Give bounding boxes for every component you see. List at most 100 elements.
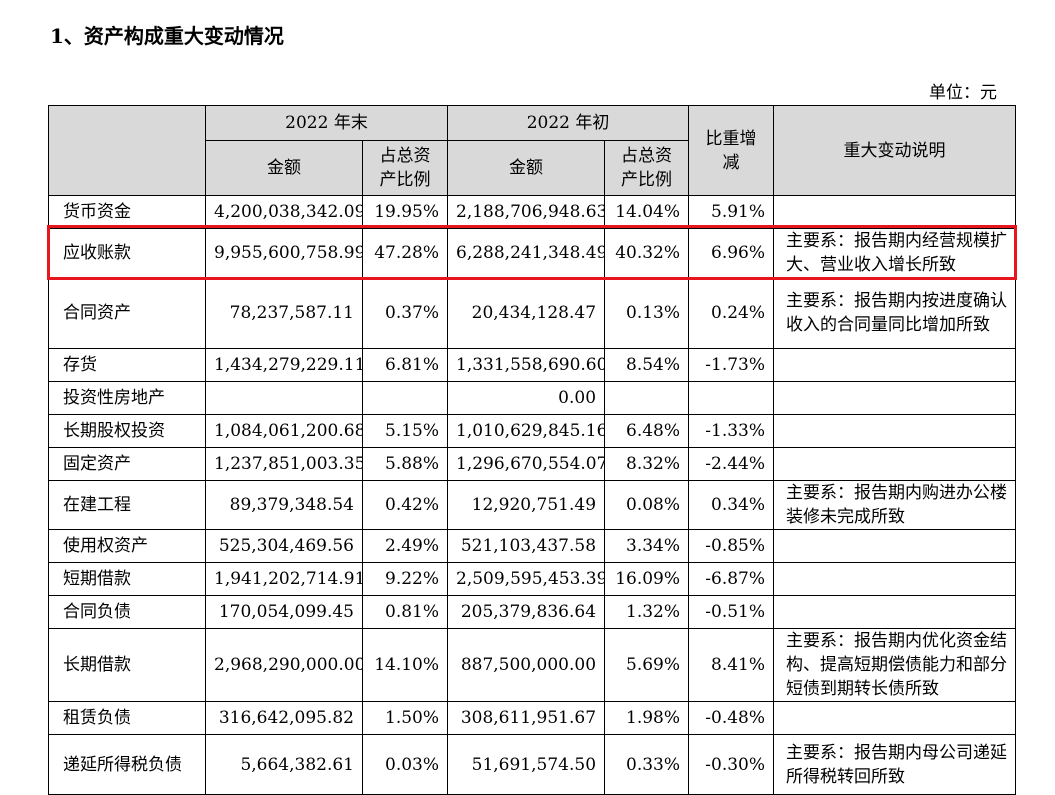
amount-end: 2,968,290,000.00 [205,628,363,702]
table-row: 固定资产 1,237,851,003.35 5.88% 1,296,670,554.0… [48,447,1017,481]
amount-begin: 887,500,000.00 [447,628,606,702]
ratio-change: 8.41% [688,628,775,702]
change-header: 比重增减 [705,128,757,173]
table-row: 使用权资产 525,304,469.56 2.49% 521,103,437.58 3.… [48,529,1017,563]
table-row: 长期股权投资 1,084,061,200.68 5.15% 1,010,629,845… [48,414,1017,448]
ratio-change: -6.87% [688,562,775,596]
ratio-begin: 6.48% [604,414,690,448]
change-note: 主要系：报告期内母公司递延所得税转回所致 [773,734,1017,795]
section-title: 1、资产构成重大变动情况 [50,24,284,48]
ratio-begin: 1.32% [604,595,690,629]
row-label: 使用权资产 [48,529,206,563]
ratio-begin: 3.34% [604,529,690,563]
amount-end: 1,941,202,714.91 [205,562,363,596]
amount-end: 170,054,099.45 [205,595,363,629]
ratio-end: 0.37% [361,277,449,349]
amount-begin: 521,103,437.58 [447,529,606,563]
amount-end: 1,237,851,003.35 [205,447,363,481]
header-cell [48,105,206,196]
row-label: 短期借款 [48,562,206,596]
amount-begin: 51,691,574.50 [447,734,606,795]
table-row: 合同资产 78,237,587.11 0.37% 20,434,128.47 0.13%… [48,277,1017,349]
change-note [773,381,1017,415]
row-label: 租赁负债 [48,701,206,735]
ratio-change: -1.33% [688,414,775,448]
unit-label: 单位：元 [929,83,997,103]
amount-begin: 12,920,751.49 [447,480,606,530]
ratio-begin: 0.08% [604,480,690,530]
ratio-begin: 40.32% [604,228,690,278]
table-row: 应收账款 9,955,600,758.99 47.28% 6,288,241,348.… [48,228,1017,278]
change-note: 主要系：报告期内按进度确认收入的合同量同比增加所致 [773,277,1017,349]
ratio-begin: 1.98% [604,701,690,735]
ratio-end: 2.49% [361,529,449,563]
ratio-change: -0.85% [688,529,775,563]
amount-begin: 308,611,951.67 [447,701,606,735]
ratio-change: 0.34% [688,480,775,530]
ratio-change: -0.51% [688,595,775,629]
amount-end: 4,200,038,342.09 [205,195,363,229]
change-note [773,414,1017,448]
change-note [773,529,1017,563]
row-label: 投资性房地产 [48,381,206,415]
row-label: 在建工程 [48,480,206,530]
amount-end [205,381,363,415]
amount-begin: 0.00 [447,381,606,415]
ratio-begin: 8.54% [604,348,690,382]
row-label: 货币资金 [48,195,206,229]
ratio-end: 19.95% [361,195,449,229]
amount-end: 1,434,279,229.11 [205,348,363,382]
change-note: 主要系：报告期内经营规模扩大、营业收入增长所致 [773,228,1017,278]
ratio-end [361,381,449,415]
header-cell: 比重增减 [688,105,775,196]
ratio-begin: 5.69% [604,628,690,702]
change-note: 主要系：报告期内优化资金结构、提高短期偿债能力和部分短债到期转长债所致 [773,628,1017,702]
ratio-end: 5.15% [361,414,449,448]
ratio-change [688,381,775,415]
row-label: 合同负债 [48,595,206,629]
change-note [773,447,1017,481]
ratio-change: -2.44% [688,447,775,481]
row-label: 存货 [48,348,206,382]
change-note [773,348,1017,382]
row-label: 长期股权投资 [48,414,206,448]
row-label: 应收账款 [48,228,206,278]
note-header: 重大变动说明 [773,105,1017,196]
amount-end: 525,304,469.56 [205,529,363,563]
ratio-end: 9.22% [361,562,449,596]
amount-begin: 20,434,128.47 [447,277,606,349]
ratio-end: 14.10% [361,628,449,702]
header-cell: 占总资产比例 [604,140,690,196]
ratio-begin [604,381,690,415]
subheader: 金额 [205,140,363,196]
ratio-begin: 14.04% [604,195,690,229]
row-label: 长期借款 [48,628,206,702]
ratio-change: -0.48% [688,701,775,735]
ratio-begin: 16.09% [604,562,690,596]
ratio-end: 5.88% [361,447,449,481]
row-label: 合同资产 [48,277,206,349]
change-note [773,595,1017,629]
table-row: 货币资金 4,200,038,342.09 19.95% 2,188,706,948.… [48,195,1017,229]
amount-end: 9,955,600,758.99 [205,228,363,278]
asset-table: 2022 年末 2022 年初 比重增减 重大变动说明 金额 占总资产比例 金额… [48,105,1017,795]
ratio-begin: 0.13% [604,277,690,349]
amount-end: 89,379,348.54 [205,480,363,530]
ratio-change: 0.24% [688,277,775,349]
row-label: 固定资产 [48,447,206,481]
amount-end: 1,084,061,200.68 [205,414,363,448]
ratio-end: 1.50% [361,701,449,735]
amount-begin: 1,296,670,554.07 [447,447,606,481]
ratio-end: 0.81% [361,595,449,629]
amount-begin: 2,188,706,948.63 [447,195,606,229]
subheader: 金额 [447,140,606,196]
page: 1、资产构成重大变动情况 单位：元 2022 年末 2022 年初 比重增减 重… [47,24,1017,795]
ratio-change: -1.73% [688,348,775,382]
ratio-change: 5.91% [688,195,775,229]
highlight-box [47,225,1017,280]
table-row: 长期借款 2,968,290,000.00 14.10% 887,500,000.00… [48,628,1017,702]
table-row: 递延所得税负债 5,664,382.61 0.03% 51,691,574.50 0.3… [48,734,1017,795]
group-header: 2022 年初 [447,105,690,141]
ratio-change: -0.30% [688,734,775,795]
amount-end: 78,237,587.11 [205,277,363,349]
